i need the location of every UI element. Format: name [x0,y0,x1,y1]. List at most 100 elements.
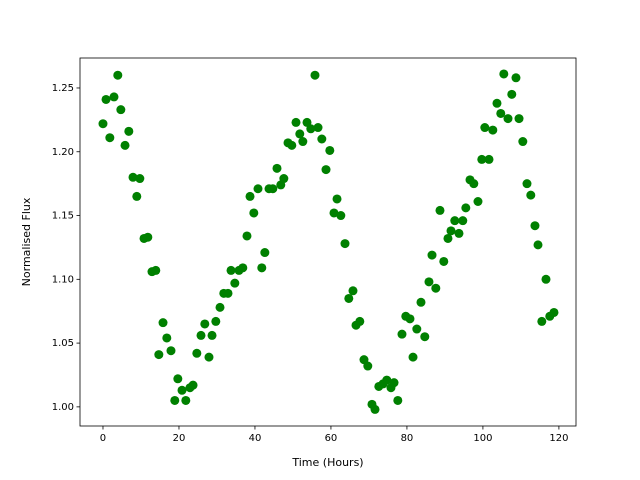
point [298,137,308,147]
point [427,250,437,260]
point [348,286,358,296]
point [321,165,331,175]
point [443,233,453,243]
x-tick-label: 40 [249,433,262,444]
point [279,174,289,184]
point [306,124,316,134]
point [226,265,236,275]
point [461,203,471,213]
point [154,350,164,360]
point [272,163,282,173]
point [207,330,217,340]
point [477,154,487,164]
point [405,314,415,324]
point [526,190,536,200]
point [291,117,301,127]
point [420,332,430,342]
point [454,228,464,238]
point [458,216,468,226]
point [313,123,323,133]
point [514,114,524,124]
point [370,404,380,414]
point [177,385,187,395]
point [135,174,145,184]
point [435,205,445,215]
point [196,330,206,340]
point [522,179,532,189]
point [188,380,198,390]
point [492,98,502,108]
x-tick-label: 80 [401,433,414,444]
point [329,208,339,218]
plot-frame [79,57,577,427]
point [268,184,278,194]
point [101,94,111,104]
point [158,318,168,328]
point [143,232,153,242]
point [355,316,365,326]
point [336,211,346,221]
y-tick-label: 1.05 [52,338,74,349]
point [249,208,259,218]
point [332,194,342,204]
point [204,352,214,362]
point [344,293,354,303]
point [541,274,551,284]
point [499,69,509,79]
point [242,231,252,241]
point [424,277,434,287]
point [151,265,161,275]
point [408,352,418,362]
point [223,288,233,298]
point [484,154,494,164]
point [473,197,483,207]
point [511,73,521,83]
x-tick-label: 20 [173,433,186,444]
x-tick-label: 100 [473,433,492,444]
point [109,92,119,102]
point [238,263,248,273]
point [340,239,350,249]
point [120,140,130,150]
point [98,119,108,129]
point [518,137,528,147]
x-tick-label: 0 [100,433,106,444]
point [192,348,202,358]
point [533,240,543,250]
point [325,145,335,155]
point [173,374,183,384]
x-tick-label: 120 [549,433,568,444]
point [469,179,479,189]
point [260,248,270,258]
point [389,378,399,388]
point [317,134,327,144]
point [128,172,138,182]
y-tick-label: 1.20 [52,147,74,158]
point [211,316,221,326]
point [530,221,540,231]
point [397,329,407,339]
point [124,126,134,136]
point [537,316,547,326]
point [181,395,191,405]
point [105,133,115,143]
point [439,256,449,266]
y-tick-label: 1.15 [52,211,74,222]
point [488,125,498,135]
point [166,346,176,356]
point [549,307,559,317]
point [310,70,320,80]
point [382,375,392,385]
point [245,191,255,201]
point [416,297,426,307]
point [507,89,517,99]
point [253,184,263,194]
point [113,70,123,80]
point [162,333,172,343]
y-axis-label: Normalised Flux [20,197,33,286]
point [450,216,460,226]
point [363,361,373,371]
point [480,123,490,133]
point [496,108,506,118]
